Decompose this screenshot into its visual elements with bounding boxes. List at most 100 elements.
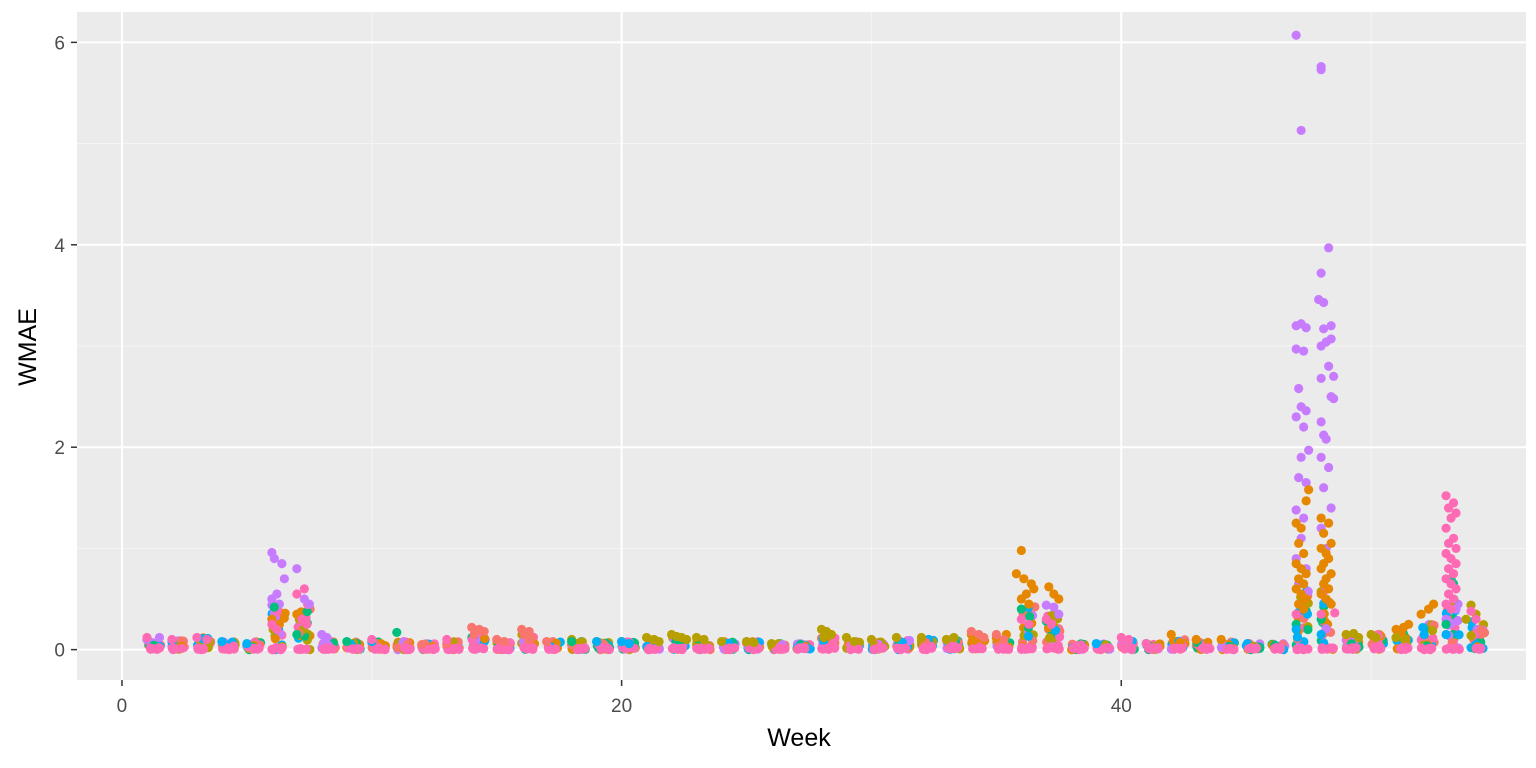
data-point xyxy=(1046,619,1056,629)
data-point xyxy=(1446,604,1456,614)
data-point xyxy=(1294,472,1304,483)
data-point xyxy=(1330,608,1340,618)
data-point xyxy=(1299,579,1309,589)
data-point xyxy=(304,599,314,609)
data-point xyxy=(1291,505,1301,515)
y-tick-label: 4 xyxy=(54,236,65,257)
data-point xyxy=(1316,62,1326,72)
data-point xyxy=(1474,644,1484,654)
y-tick-label: 0 xyxy=(54,641,65,662)
data-point xyxy=(479,626,489,637)
data-point xyxy=(1292,632,1303,642)
data-point xyxy=(1427,643,1437,653)
data-point xyxy=(224,644,234,655)
data-point xyxy=(1372,643,1382,653)
data-point xyxy=(1044,633,1055,643)
data-point xyxy=(896,644,906,655)
x-tick-label: 40 xyxy=(1111,696,1132,717)
data-point xyxy=(1296,452,1306,462)
data-point xyxy=(1319,528,1329,538)
data-point xyxy=(891,632,902,643)
data-point xyxy=(1292,644,1302,654)
data-point xyxy=(968,644,978,654)
data-point xyxy=(1271,643,1281,653)
data-point xyxy=(1250,643,1261,654)
data-point xyxy=(1141,638,1151,649)
data-point xyxy=(302,606,312,617)
data-point xyxy=(492,634,502,645)
data-point xyxy=(1454,630,1464,640)
data-point xyxy=(1024,599,1034,609)
data-point xyxy=(1461,614,1471,624)
data-point xyxy=(1003,644,1014,654)
data-point xyxy=(1391,632,1401,643)
data-point xyxy=(1303,624,1313,635)
data-point xyxy=(1054,594,1064,604)
data-point xyxy=(673,644,683,654)
data-point xyxy=(202,634,212,645)
data-point xyxy=(1329,394,1339,404)
data-point xyxy=(1116,632,1126,643)
data-point xyxy=(299,584,309,594)
data-point xyxy=(1476,625,1486,635)
data-point xyxy=(1341,629,1351,640)
data-point xyxy=(293,644,303,654)
data-point xyxy=(442,634,452,645)
data-point xyxy=(494,643,504,653)
data-point xyxy=(716,636,727,647)
data-point xyxy=(1354,632,1364,643)
data-point xyxy=(725,644,735,655)
data-point xyxy=(681,634,692,645)
data-point xyxy=(1291,30,1301,40)
data-point xyxy=(1326,538,1336,548)
data-point xyxy=(1049,602,1059,612)
data-point xyxy=(1016,644,1027,654)
data-point xyxy=(1441,491,1451,501)
data-point xyxy=(468,643,478,654)
data-point xyxy=(1299,513,1309,523)
data-point xyxy=(1044,582,1054,592)
data-point xyxy=(748,644,759,655)
data-point xyxy=(1326,503,1336,513)
data-point xyxy=(1466,606,1476,616)
data-point xyxy=(1291,412,1301,422)
data-point xyxy=(1041,600,1051,610)
data-point xyxy=(1122,643,1132,653)
data-point xyxy=(1416,609,1426,619)
data-point xyxy=(945,644,955,654)
data-point xyxy=(1319,297,1329,308)
data-point xyxy=(1304,485,1314,495)
data-point xyxy=(977,644,987,654)
data-point xyxy=(279,574,289,584)
data-point xyxy=(1299,604,1309,614)
data-point xyxy=(654,636,664,647)
data-point xyxy=(1443,538,1454,548)
data-point xyxy=(1324,462,1334,473)
data-point xyxy=(479,633,490,644)
data-point xyxy=(417,639,427,650)
data-point xyxy=(741,636,752,647)
data-point xyxy=(1294,538,1304,548)
data-point xyxy=(374,644,384,654)
data-point xyxy=(1343,644,1353,654)
data-point xyxy=(873,643,883,653)
y-axis-title: WMAE xyxy=(14,308,42,386)
data-point xyxy=(1024,619,1034,629)
data-point xyxy=(1316,417,1326,427)
data-point xyxy=(1296,523,1306,533)
data-point xyxy=(167,634,177,645)
data-point xyxy=(1023,631,1034,641)
data-point xyxy=(277,559,287,569)
data-point xyxy=(392,627,402,638)
data-point xyxy=(849,636,859,647)
data-point xyxy=(198,643,208,654)
data-point xyxy=(1327,643,1337,653)
data-point xyxy=(1448,569,1459,579)
x-axis-title: Week xyxy=(767,724,831,752)
data-point xyxy=(1324,243,1334,253)
data-point xyxy=(1016,614,1026,624)
data-point xyxy=(1351,643,1361,653)
data-point xyxy=(1316,373,1326,383)
data-point xyxy=(1448,594,1459,604)
